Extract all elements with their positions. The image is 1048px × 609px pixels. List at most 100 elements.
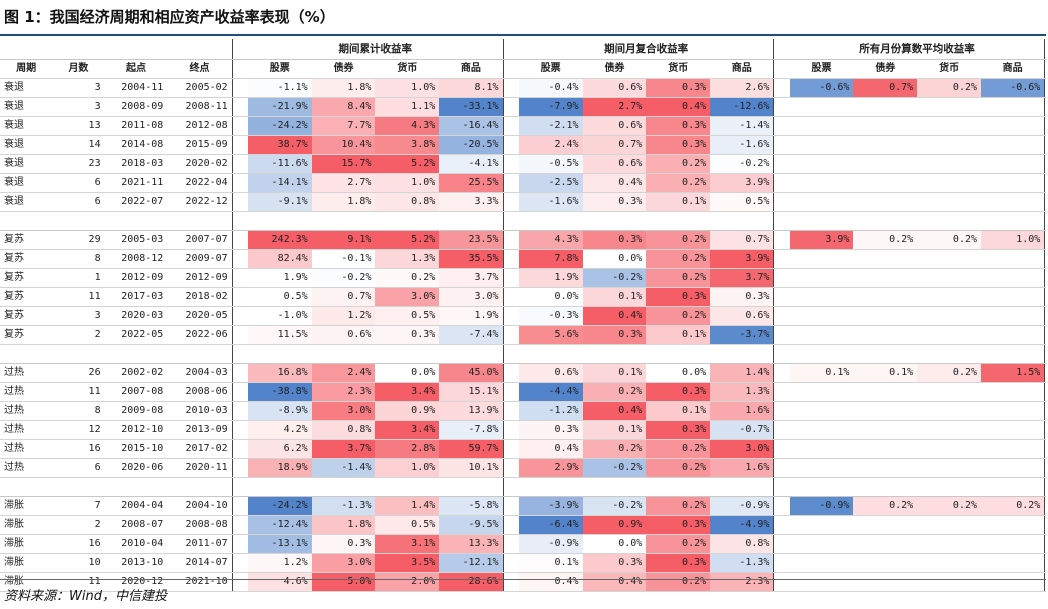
cum-cash-cell: 1.0%: [375, 458, 440, 478]
cum-cash-cell: 1.1%: [375, 97, 440, 117]
mon-commodity-cell: -1.4%: [710, 116, 774, 136]
start-cell: 2008-09: [104, 97, 168, 117]
phase-cell: 过热: [0, 439, 53, 459]
mon-commodity-cell: 1.4%: [710, 363, 774, 383]
avg-stock-cell: [789, 553, 854, 573]
avg-bond-cell: [853, 135, 918, 155]
phase-cell: 过热: [0, 363, 53, 383]
table-row: 复苏 11 2017-03 2018-02 0.5% 0.7% 3.0% 3.0% 0.0% 0.…: [0, 287, 1046, 307]
cum-stock-cell: -21.9%: [247, 97, 312, 117]
avg-bond-cell: [853, 192, 918, 212]
cum-cash-cell: 0.9%: [375, 401, 440, 421]
cum-cash-cell: 3.5%: [375, 553, 440, 573]
cum-stock-cell: -1.1%: [247, 78, 312, 98]
avg-cash-cell: [917, 135, 982, 155]
mon-bond-cell: 0.6%: [582, 78, 647, 98]
cum-cash-cell: 3.8%: [375, 135, 440, 155]
avg-stock-cell: -0.6%: [789, 78, 854, 98]
avg-stock-cell: [789, 192, 854, 212]
months-cell: 8: [52, 249, 105, 269]
mon-stock-cell: 0.6%: [518, 363, 583, 383]
cum-bond-cell: 7.7%: [311, 116, 376, 136]
cum-cash-cell: 1.3%: [375, 249, 440, 269]
avg-commodity-cell: 1.0%: [981, 230, 1045, 250]
group-spacer-row: [0, 344, 1046, 364]
mon-stock-cell: -2.1%: [518, 116, 583, 136]
cum-stock-cell: 38.7%: [247, 135, 312, 155]
avg-stock-cell: [789, 325, 854, 345]
phase-cell: 复苏: [0, 287, 53, 307]
cum-bond-cell: 0.6%: [311, 325, 376, 345]
months-cell: 10: [52, 553, 105, 573]
start-cell: 2020-06: [104, 458, 168, 478]
months-cell: 26: [52, 363, 105, 383]
col-header-cash: 货币: [646, 59, 711, 79]
mon-commodity-cell: 0.6%: [710, 306, 774, 326]
mon-commodity-cell: 1.3%: [710, 382, 774, 402]
cum-bond-cell: 3.0%: [311, 401, 376, 421]
cum-stock-cell: -11.6%: [247, 154, 312, 174]
avg-commodity-cell: [981, 116, 1045, 136]
mon-commodity-cell: -0.7%: [710, 420, 774, 440]
mon-bond-cell: -0.2%: [582, 458, 647, 478]
figure-title: 图 1：我国经济周期和相应资产收益率表现（%）: [4, 8, 335, 26]
cum-stock-cell: 4.2%: [247, 420, 312, 440]
avg-commodity-cell: [981, 192, 1045, 212]
bottom-rule: [0, 579, 1046, 580]
table-row: 衰退 3 2004-11 2005-02 -1.1% 1.8% 1.0% 8.1% -0.4% 0…: [0, 78, 1046, 98]
end-cell: 2017-02: [167, 439, 233, 459]
end-cell: 2022-12: [167, 192, 233, 212]
table-row: 衰退 6 2021-11 2022-04 -14.1% 2.7% 1.0% 25.5% -2.5…: [0, 173, 1046, 193]
col-header-bond: 债券: [853, 59, 918, 79]
start-cell: 2012-09: [104, 268, 168, 288]
avg-cash-cell: 0.2%: [917, 496, 982, 516]
end-cell: 2020-05: [167, 306, 233, 326]
cum-bond-cell: 1.8%: [311, 78, 376, 98]
phase-cell: 衰退: [0, 192, 53, 212]
table-row: 复苏 2 2022-05 2022-06 11.5% 0.6% 0.3% -7.4% 5.6% 0…: [0, 325, 1046, 345]
mon-bond-cell: 0.2%: [582, 439, 647, 459]
table-row: 复苏 3 2020-03 2020-05 -1.0% 1.2% 0.5% 1.9% -0.3% 0…: [0, 306, 1046, 326]
col-header-cash: 货币: [375, 59, 440, 79]
mon-stock-cell: 0.0%: [518, 287, 583, 307]
months-cell: 11: [52, 572, 105, 592]
phase-cell: 过热: [0, 420, 53, 440]
mon-bond-cell: 0.6%: [582, 116, 647, 136]
avg-stock-cell: [789, 458, 854, 478]
cum-bond-cell: -1.3%: [311, 496, 376, 516]
mon-bond-cell: 0.1%: [582, 420, 647, 440]
avg-cash-cell: [917, 439, 982, 459]
avg-bond-cell: [853, 401, 918, 421]
mon-stock-cell: 0.4%: [518, 572, 583, 592]
cum-stock-cell: -1.0%: [247, 306, 312, 326]
mon-cash-cell: 0.2%: [646, 458, 711, 478]
mon-bond-cell: 0.1%: [582, 363, 647, 383]
mon-stock-cell: 4.3%: [518, 230, 583, 250]
avg-stock-cell: [789, 382, 854, 402]
cum-bond-cell: 3.7%: [311, 439, 376, 459]
mon-cash-cell: 0.3%: [646, 382, 711, 402]
avg-commodity-cell: 0.2%: [981, 496, 1045, 516]
avg-bond-cell: 0.1%: [853, 363, 918, 383]
group-spacer-row: [0, 211, 1046, 231]
cum-cash-cell: 5.2%: [375, 154, 440, 174]
start-cell: 2014-08: [104, 135, 168, 155]
end-cell: 2004-03: [167, 363, 233, 383]
cum-bond-cell: 1.8%: [311, 192, 376, 212]
mon-cash-cell: 0.3%: [646, 515, 711, 535]
cum-commodity-cell: -20.5%: [439, 135, 504, 155]
mon-stock-cell: 0.1%: [518, 553, 583, 573]
mon-stock-cell: 2.9%: [518, 458, 583, 478]
months-cell: 16: [52, 534, 105, 554]
avg-commodity-cell: [981, 382, 1045, 402]
cum-commodity-cell: 10.1%: [439, 458, 504, 478]
cum-commodity-cell: 3.3%: [439, 192, 504, 212]
end-cell: 2012-08: [167, 116, 233, 136]
mon-commodity-cell: 0.8%: [710, 534, 774, 554]
avg-stock-cell: [789, 515, 854, 535]
avg-commodity-cell: [981, 401, 1045, 421]
col-header-commodity: 商品: [439, 59, 504, 79]
source-note: 资料来源：Wind，中信建投: [4, 589, 167, 604]
mon-stock-cell: -3.9%: [518, 496, 583, 516]
mon-commodity-cell: 2.6%: [710, 78, 774, 98]
